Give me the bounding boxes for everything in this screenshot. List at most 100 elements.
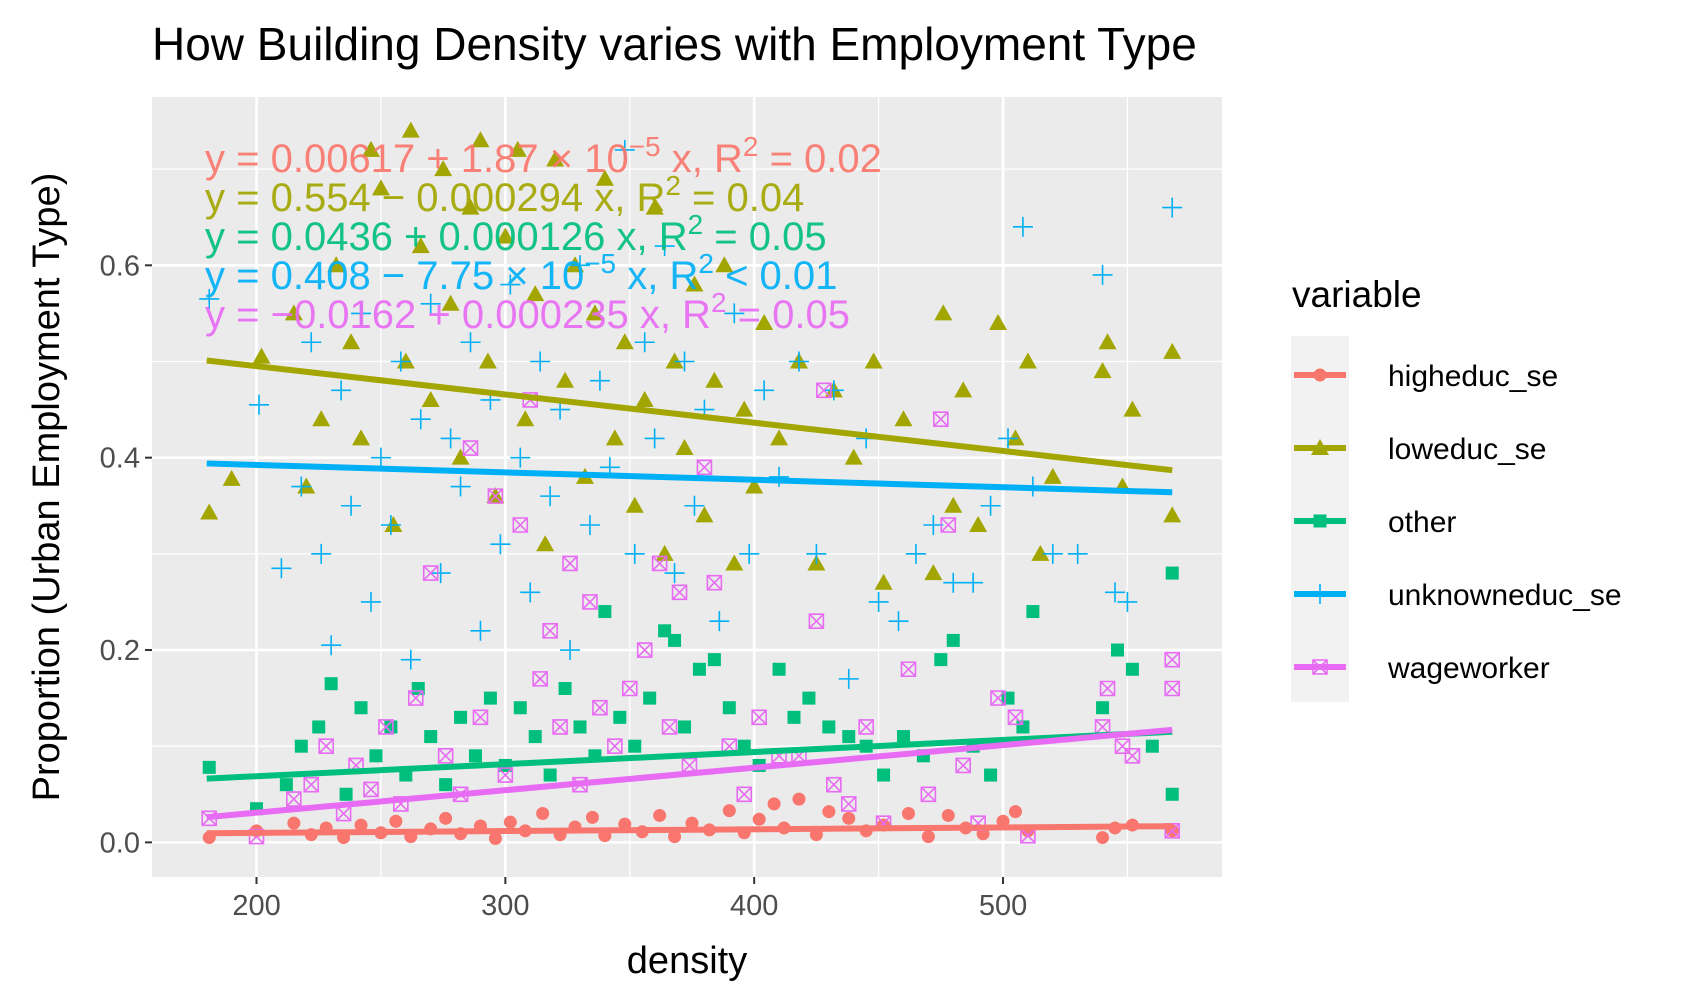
loweduc_se-point — [496, 227, 515, 244]
loweduc_se-point — [715, 256, 734, 273]
legend-item-loweduc_se: loweduc_se — [1294, 433, 1546, 466]
loweduc_se-point — [421, 390, 440, 407]
other-point — [1026, 605, 1040, 619]
wageworker-point — [318, 738, 334, 754]
unknowneduc_se-point — [838, 668, 859, 689]
wageworker-point — [363, 781, 379, 798]
other-point — [787, 710, 801, 724]
loweduc_se-point — [461, 198, 480, 215]
loweduc_se-point — [625, 496, 644, 513]
loweduc_se-point — [615, 333, 634, 350]
other-point — [934, 653, 948, 667]
loweduc_se-point — [695, 506, 714, 523]
loweduc_se-point — [284, 304, 303, 321]
other-point — [202, 760, 216, 774]
scatter-points — [199, 121, 1183, 846]
unknowneduc_se-point — [370, 447, 391, 468]
wageworker-point — [1124, 748, 1141, 764]
unknowneduc_se-point — [510, 447, 531, 468]
loweduc_se-point — [434, 160, 453, 177]
wageworker-point — [990, 690, 1006, 706]
wageworker-point — [736, 786, 753, 803]
other-point — [692, 662, 706, 676]
other-point — [573, 720, 587, 734]
unknowneduc_se-point — [351, 303, 372, 324]
other-point — [483, 691, 497, 705]
wageworker-point — [1099, 680, 1116, 697]
loweduc_se-point — [1123, 400, 1142, 417]
loweduc_se-point — [894, 410, 913, 427]
loweduc_se-point — [312, 410, 331, 427]
unknowneduc_se-point — [560, 640, 581, 661]
unknowneduc_se-point — [540, 486, 561, 507]
other-point — [598, 605, 612, 619]
other-point — [984, 768, 998, 782]
unknowneduc_se-point — [500, 274, 521, 295]
wageworker-point — [661, 719, 678, 735]
unknowneduc_se-equation: y = 0.408 − 7.75 × 10−5 x, R2 < 0.01 — [205, 248, 837, 298]
higheduc_se-point — [653, 808, 667, 822]
other-point — [439, 778, 453, 792]
legend-marker — [1311, 439, 1329, 455]
wageworker-point — [472, 709, 489, 726]
loweduc_se-point — [508, 140, 527, 157]
higheduc_se-point — [822, 805, 836, 819]
other-point — [1096, 701, 1110, 715]
unknowneduc_se-point — [380, 514, 401, 535]
unknowneduc_se-point — [520, 582, 541, 603]
loweduc_se-point — [556, 371, 575, 388]
unknowneduc_se-point — [1042, 543, 1063, 564]
loweduc_se-point — [1043, 467, 1062, 484]
x-tick-label: 400 — [730, 890, 778, 922]
loweduc_se-point — [1163, 342, 1182, 359]
legend-item-unknowneduc_se: unknowneduc_se — [1294, 579, 1622, 612]
higheduc_se-point — [901, 807, 915, 821]
wageworker-point — [562, 555, 578, 572]
unknowneduc_se-point — [888, 611, 909, 632]
other-point — [946, 633, 960, 647]
loweduc_se-point — [222, 469, 241, 486]
loweduc_se-point — [252, 347, 271, 364]
other-point — [772, 662, 786, 676]
other-point — [312, 720, 326, 734]
other-point — [722, 701, 736, 715]
unknowneduc_se-point — [998, 428, 1018, 449]
other-point — [324, 677, 338, 691]
loweduc_se-point — [526, 285, 545, 302]
unknowneduc_se-point — [1067, 543, 1088, 564]
higheduc_se-point — [389, 814, 403, 828]
unknowneduc_se-point — [943, 572, 964, 593]
unknowneduc_se-point — [905, 543, 926, 564]
higheduc_se-point — [921, 830, 935, 844]
unknowneduc_se-point — [570, 255, 590, 276]
loweduc_se-point — [1018, 352, 1037, 369]
loweduc_se-point — [451, 448, 470, 465]
wageworker-point — [858, 719, 874, 735]
unknowneduc_se-point — [709, 611, 730, 632]
unknowneduc_se-point — [321, 635, 342, 656]
wageworker-point — [696, 459, 713, 476]
loweduc_se-point — [725, 554, 744, 571]
unknowneduc_se-point — [430, 563, 451, 584]
unknowneduc_se-point — [440, 428, 461, 449]
higheduc_se-point — [488, 832, 502, 846]
other-point — [643, 691, 657, 705]
wageworker-point — [1164, 680, 1181, 697]
wageworker-point — [607, 738, 623, 754]
other-point — [339, 787, 353, 801]
higheduc_se-point — [842, 811, 856, 825]
other-point — [294, 739, 308, 753]
unknowneduc_se-point — [674, 351, 695, 372]
loweduc_se-point — [471, 131, 490, 148]
unknowneduc_se-point — [1105, 582, 1125, 603]
unknowneduc_se-point — [470, 620, 491, 641]
unknowneduc_se-point — [1162, 197, 1183, 218]
unknowneduc_se-point — [530, 351, 551, 372]
loweduc_se-point — [361, 140, 380, 157]
loweduc_se-point — [478, 352, 497, 369]
legend-label: unknowneduc_se — [1388, 579, 1622, 612]
wageworker-point — [808, 613, 825, 629]
unknowneduc_se-point — [410, 409, 431, 430]
loweduc_se-point — [411, 237, 430, 254]
